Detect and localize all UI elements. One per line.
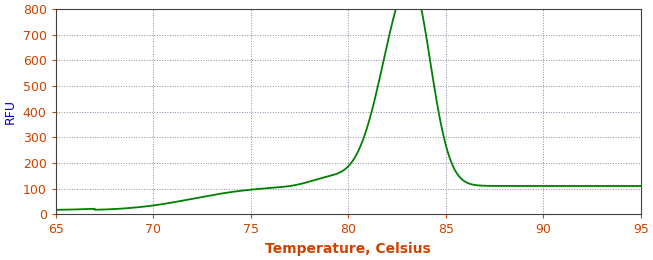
Y-axis label: RFU: RFU: [4, 99, 17, 124]
X-axis label: Temperature, Celsius: Temperature, Celsius: [266, 242, 431, 256]
